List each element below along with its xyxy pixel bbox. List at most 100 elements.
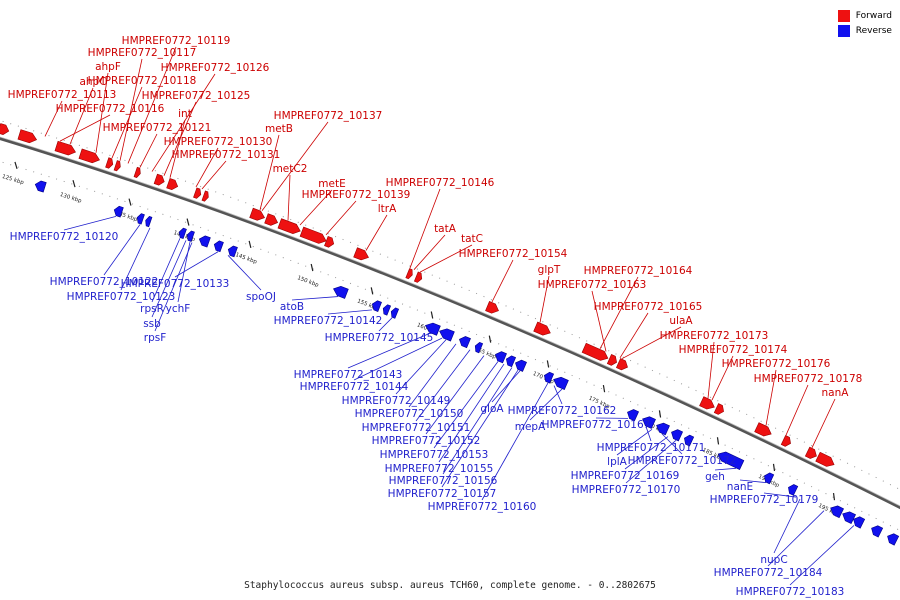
forward-gene-arrow[interactable]: [153, 173, 166, 186]
forward-gene-label[interactable]: ltrA: [378, 203, 397, 215]
reverse-gene-label[interactable]: HMPREF0772_10151: [362, 422, 471, 434]
reverse-gene-label[interactable]: HMPREF0772_10171: [597, 442, 706, 454]
forward-gene-arrow[interactable]: [815, 451, 837, 469]
reverse-gene-label[interactable]: HMPREF0772_10156: [389, 475, 498, 487]
reverse-gene-label[interactable]: rpsR: [140, 303, 164, 315]
reverse-gene-arrow[interactable]: [552, 375, 569, 390]
forward-gene-label[interactable]: glpT: [538, 264, 561, 276]
forward-gene-arrow[interactable]: [78, 148, 101, 165]
forward-gene-label[interactable]: HMPREF0772_10178: [754, 373, 863, 385]
reverse-gene-arrow[interactable]: [227, 245, 238, 258]
forward-gene-label[interactable]: HMPREF0772_10137: [274, 110, 383, 122]
reverse-gene-label[interactable]: HMPREF0772_10144: [300, 381, 409, 393]
reverse-gene-label[interactable]: ssb: [143, 318, 161, 330]
reverse-gene-arrow[interactable]: [669, 428, 684, 442]
forward-gene-label[interactable]: ulaA: [669, 315, 693, 327]
reverse-gene-label[interactable]: HMPREF0772_10152: [372, 435, 481, 447]
forward-gene-label[interactable]: HMPREF0772_10173: [660, 330, 769, 342]
forward-gene-arrow[interactable]: [713, 403, 725, 416]
reverse-gene-label[interactable]: mepA: [515, 421, 546, 433]
forward-gene-label[interactable]: HMPREF0772_10163: [538, 279, 647, 291]
reverse-gene-label[interactable]: HMPREF0772_10153: [380, 449, 489, 461]
forward-gene-arrow[interactable]: [105, 157, 115, 169]
forward-gene-label[interactable]: nanA: [822, 387, 850, 399]
reverse-gene-arrow[interactable]: [332, 284, 349, 299]
forward-gene-arrow[interactable]: [264, 213, 280, 228]
forward-gene-label[interactable]: HMPREF0772_10113: [8, 89, 117, 101]
reverse-gene-arrow[interactable]: [136, 213, 145, 225]
forward-gene-arrow[interactable]: [754, 422, 774, 439]
forward-gene-arrow[interactable]: [54, 140, 77, 157]
reverse-gene-arrow[interactable]: [381, 304, 392, 316]
reverse-gene-label[interactable]: nupC: [760, 554, 787, 566]
forward-gene-arrow[interactable]: [201, 190, 210, 202]
forward-gene-label[interactable]: metB: [265, 123, 293, 135]
reverse-gene-label[interactable]: HMPREF0772_10143: [294, 369, 403, 381]
forward-gene-arrow[interactable]: [699, 396, 717, 412]
reverse-gene-arrow[interactable]: [716, 449, 745, 470]
forward-gene-arrow[interactable]: [533, 321, 553, 338]
reverse-gene-arrow[interactable]: [198, 234, 211, 248]
reverse-gene-label[interactable]: HMPREF0772_10155: [385, 463, 494, 475]
forward-gene-arrow[interactable]: [324, 235, 335, 248]
reverse-gene-label[interactable]: gloA: [480, 403, 504, 415]
forward-gene-label[interactable]: HMPREF0772_10118: [88, 75, 197, 87]
reverse-gene-label[interactable]: atoB: [280, 301, 304, 313]
forward-gene-arrow[interactable]: [113, 160, 122, 172]
forward-gene-label[interactable]: HMPREF0772_10146: [386, 177, 495, 189]
reverse-gene-label[interactable]: HMPREF0772_10150: [355, 408, 464, 420]
reverse-gene-label[interactable]: HMPREF0772_10179: [710, 494, 819, 506]
forward-gene-arrow[interactable]: [193, 187, 203, 199]
forward-gene-label[interactable]: tatA: [434, 223, 457, 235]
reverse-gene-label[interactable]: lplA: [607, 456, 627, 468]
reverse-gene-arrow[interactable]: [682, 434, 695, 447]
reverse-gene-arrow[interactable]: [640, 414, 656, 429]
forward-gene-label[interactable]: int: [178, 108, 192, 120]
forward-gene-arrow[interactable]: [581, 342, 610, 363]
forward-gene-label[interactable]: HMPREF0772_10125: [142, 90, 251, 102]
forward-gene-label[interactable]: HMPREF0772_10164: [584, 265, 693, 277]
reverse-gene-label[interactable]: spoOJ: [246, 291, 276, 303]
reverse-gene-label[interactable]: HMPREF0772_10170: [572, 484, 681, 496]
reverse-gene-arrow[interactable]: [144, 216, 153, 228]
forward-gene-arrow[interactable]: [17, 129, 38, 145]
reverse-gene-label[interactable]: HMPREF0772_10162: [508, 405, 617, 417]
reverse-gene-label[interactable]: HMPREF0772_10183: [736, 586, 845, 598]
reverse-gene-arrow[interactable]: [762, 471, 775, 485]
forward-gene-arrow[interactable]: [277, 218, 302, 236]
forward-gene-label[interactable]: HMPREF0772_10176: [722, 358, 831, 370]
reverse-gene-arrow[interactable]: [34, 180, 47, 193]
reverse-gene-arrow[interactable]: [513, 358, 527, 372]
forward-gene-arrow[interactable]: [353, 247, 371, 262]
reverse-gene-label[interactable]: HMPREF0772_10122: [50, 276, 159, 288]
reverse-gene-arrow[interactable]: [370, 299, 382, 312]
forward-gene-label[interactable]: HMPREF0772_10154: [459, 248, 568, 260]
reverse-gene-arrow[interactable]: [457, 335, 471, 349]
reverse-gene-label[interactable]: HMPREF0772_10172: [628, 455, 737, 467]
forward-gene-label[interactable]: HMPREF0772_10165: [594, 301, 703, 313]
forward-gene-label[interactable]: HMPREF0772_10139: [302, 189, 411, 201]
reverse-gene-arrow[interactable]: [851, 515, 866, 529]
forward-gene-label[interactable]: HMPREF0772_10119: [122, 35, 231, 47]
reverse-gene-label[interactable]: geh: [705, 471, 725, 483]
reverse-gene-arrow[interactable]: [654, 421, 670, 436]
forward-gene-arrow[interactable]: [804, 446, 818, 460]
forward-gene-arrow[interactable]: [780, 435, 793, 447]
reverse-gene-label[interactable]: HMPREF0772_10149: [342, 395, 451, 407]
forward-gene-label[interactable]: HMPREF0772_10116: [56, 103, 165, 115]
reverse-gene-arrow[interactable]: [885, 532, 900, 546]
reverse-gene-arrow[interactable]: [178, 227, 187, 240]
forward-gene-arrow[interactable]: [249, 207, 267, 222]
reverse-gene-label[interactable]: HMPREF0772_10184: [714, 567, 823, 579]
reverse-gene-arrow[interactable]: [840, 509, 856, 525]
reverse-gene-arrow[interactable]: [869, 524, 884, 538]
forward-gene-label[interactable]: tatC: [461, 233, 483, 245]
forward-gene-arrow[interactable]: [485, 301, 501, 315]
reverse-gene-label[interactable]: HMPREF0772_10145: [325, 332, 434, 344]
reverse-gene-arrow[interactable]: [213, 240, 224, 253]
forward-gene-arrow[interactable]: [606, 354, 618, 366]
reverse-gene-label[interactable]: HMPREF0772_10169: [571, 470, 680, 482]
reverse-gene-arrow[interactable]: [625, 408, 640, 422]
forward-gene-arrow[interactable]: [0, 123, 10, 135]
forward-gene-label[interactable]: HMPREF0772_10174: [679, 344, 788, 356]
